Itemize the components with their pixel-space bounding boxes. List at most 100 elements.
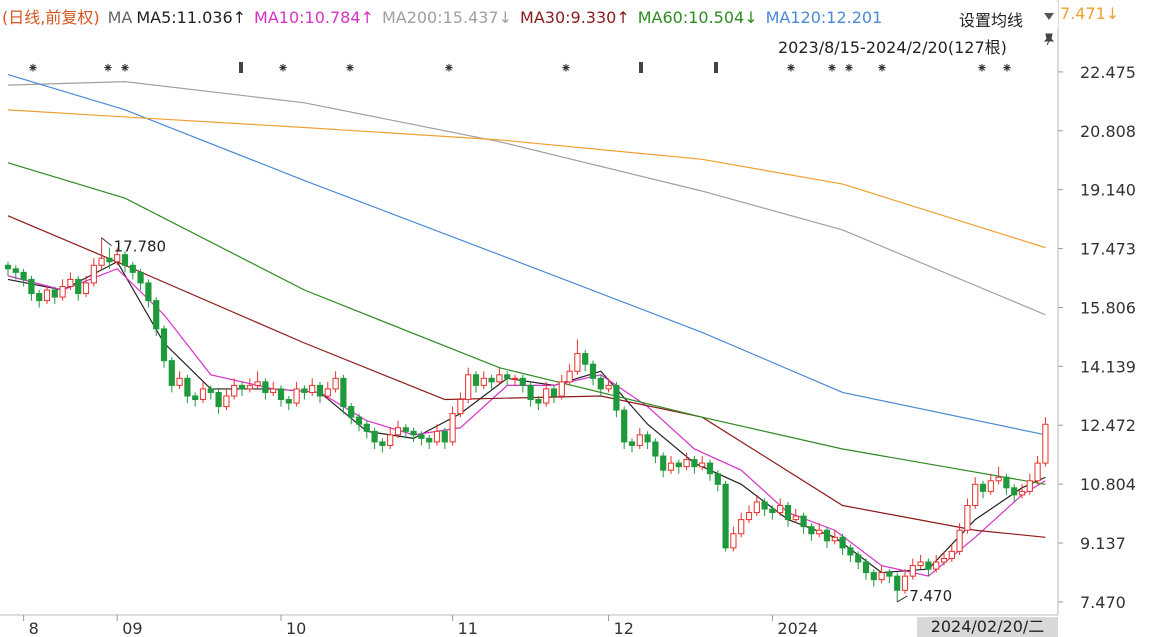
candle-body — [324, 388, 331, 397]
candle-body — [823, 529, 831, 542]
candle-body — [43, 289, 51, 302]
candle-body — [613, 384, 620, 411]
candle-body — [441, 430, 448, 443]
annotation-arrow — [896, 595, 908, 603]
candle-body — [75, 278, 82, 295]
candle-body — [355, 416, 363, 425]
candle-body — [582, 353, 589, 365]
candle-body — [605, 384, 612, 390]
x-tick-label: 2024 — [777, 619, 818, 637]
candle-body — [675, 462, 682, 468]
candle-body — [550, 388, 558, 397]
candle-body — [82, 282, 90, 295]
candle-body — [114, 254, 121, 263]
candle-body — [925, 561, 932, 570]
event-marker: ⁕ — [826, 61, 838, 77]
candle-body — [496, 374, 503, 383]
candle-body — [808, 526, 815, 535]
candle-body — [67, 278, 74, 287]
candle-body — [753, 501, 760, 514]
event-marker — [239, 62, 243, 73]
candle-body — [223, 395, 230, 408]
ma-line — [7, 215, 1046, 538]
y-tick-label: 20.808 — [1080, 122, 1136, 141]
candle-body — [36, 293, 43, 302]
ma-line — [7, 73, 1046, 436]
candle-body — [51, 289, 58, 298]
candle-body — [231, 384, 238, 397]
candle-body — [98, 257, 105, 266]
event-marker — [714, 62, 718, 73]
event-marker: ⁕ — [1001, 61, 1013, 77]
candle-body — [246, 384, 253, 390]
candle-body — [168, 360, 175, 386]
candle-body — [1042, 423, 1049, 464]
candle-body — [309, 384, 316, 393]
settings-button[interactable]: 设置均线 — [955, 2, 1058, 30]
candle-body — [691, 459, 698, 468]
candle-body — [4, 264, 12, 270]
candle-body — [1003, 476, 1010, 489]
candle-body — [215, 391, 222, 408]
candle-body — [480, 377, 487, 386]
candle-body — [792, 515, 799, 521]
candle-body — [254, 381, 261, 386]
legend-entry: 7.471↓ — [1060, 4, 1120, 23]
candle-body — [293, 388, 300, 404]
candle-body — [340, 377, 347, 408]
event-marker: ⁕ — [976, 61, 988, 77]
candle-body — [1026, 480, 1033, 492]
candle-body — [457, 399, 464, 415]
candle-body — [847, 547, 854, 556]
ma-line — [7, 268, 1046, 577]
candle-body — [394, 427, 402, 436]
candle-body — [714, 473, 721, 485]
candle-body — [816, 529, 823, 535]
candle-body — [371, 430, 378, 443]
event-marker: ⁕ — [344, 61, 356, 77]
candle-body — [574, 353, 581, 372]
candle-body — [660, 455, 667, 471]
candle-body — [621, 409, 628, 443]
candle-body — [878, 572, 885, 581]
candle-body — [979, 483, 987, 492]
ma-line — [7, 80, 1046, 316]
candle-body — [28, 278, 35, 295]
candle-body — [558, 381, 565, 397]
candle-body — [129, 264, 136, 273]
event-marker: ⁕ — [843, 61, 855, 77]
dropdown-arrow — [1044, 13, 1054, 20]
candle-body — [667, 462, 675, 471]
candle-body — [706, 462, 714, 475]
range-label: 2023/8/15-2024/2/20(127根) — [778, 34, 1007, 58]
ma-line — [7, 162, 1046, 485]
candle-body — [379, 441, 386, 446]
candle-body — [207, 388, 214, 393]
candle-body — [472, 374, 480, 386]
candle-body — [901, 575, 909, 591]
pin-icon[interactable] — [1042, 32, 1056, 46]
candle-body — [262, 381, 269, 393]
candle-body — [363, 423, 370, 432]
subtitle: (日线,前复权) — [2, 8, 100, 27]
y-tick-label: 9.137 — [1080, 534, 1126, 553]
annotation-arrow — [101, 237, 112, 247]
event-marker: ⁕ — [560, 61, 572, 77]
y-tick-label: 14.139 — [1080, 357, 1136, 376]
candle-body — [465, 374, 472, 401]
candle-body — [176, 377, 183, 386]
candle-body — [90, 264, 97, 284]
candle-body — [519, 377, 526, 386]
candle-body — [956, 529, 963, 552]
candle-body — [433, 430, 441, 443]
candle-body — [862, 561, 870, 574]
candle-body — [566, 370, 573, 383]
candle-body — [121, 254, 129, 266]
y-tick-label: 12.472 — [1080, 416, 1136, 435]
candle-body — [1011, 487, 1018, 496]
candle-body — [488, 377, 495, 383]
candle-body — [644, 434, 651, 443]
annotation-label: 7.470 — [909, 587, 952, 605]
candle-body — [589, 363, 597, 379]
